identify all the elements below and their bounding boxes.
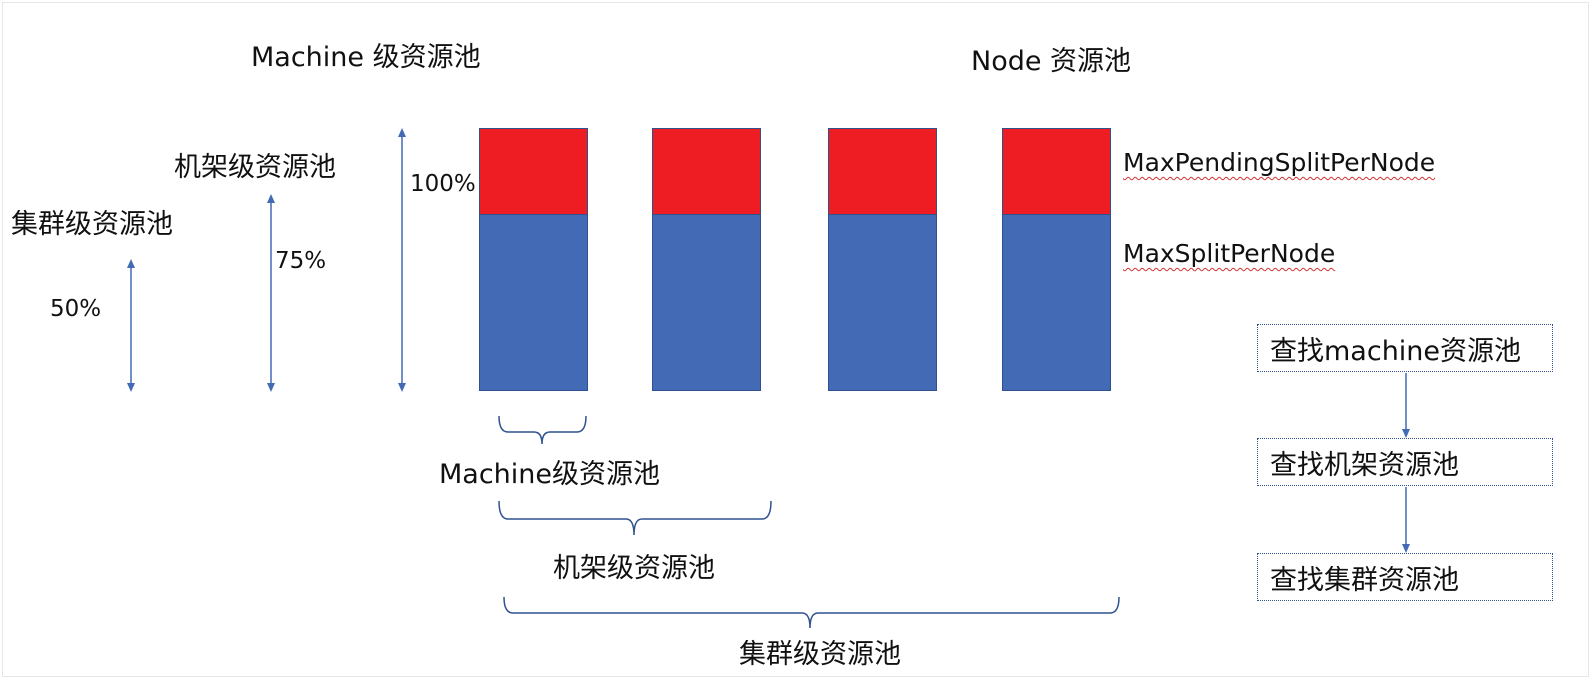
machine-bracket-label: Machine级资源池	[439, 459, 661, 490]
cluster-brace	[503, 596, 1120, 629]
split-segment	[480, 215, 587, 390]
node-pool-title: Node 资源池	[971, 46, 1132, 77]
percent-100-label: 100%	[410, 171, 476, 197]
percent-50-label: 50%	[50, 296, 102, 322]
pending-segment	[480, 129, 587, 215]
node-bar-2	[652, 128, 761, 391]
cluster-bracket-label: 集群级资源池	[739, 639, 901, 670]
node-bar-1	[479, 128, 588, 391]
flow-step-cluster: 查找集群资源池	[1257, 553, 1553, 601]
rack-brace	[498, 500, 772, 536]
max-pending-split-label: MaxPendingSplitPerNode	[1123, 148, 1436, 177]
flow-step-rack: 查找机架资源池	[1257, 438, 1553, 486]
flow-step-label: 查找machine资源池	[1270, 335, 1522, 367]
pending-segment	[829, 129, 936, 215]
rack-bracket-label: 机架级资源池	[553, 553, 715, 584]
flow-step-label: 查找机架资源池	[1270, 449, 1459, 481]
percent-75-label: 75%	[275, 248, 327, 274]
split-segment	[829, 215, 936, 390]
node-bar-4	[1002, 128, 1111, 391]
flow-step-label: 查找集群资源池	[1270, 564, 1459, 596]
machine-pool-title: Machine 级资源池	[251, 42, 481, 73]
cluster-pool-label: 集群级资源池	[11, 209, 173, 240]
split-segment	[653, 215, 760, 390]
flow-step-machine: 查找machine资源池	[1257, 324, 1553, 372]
rack-pool-label: 机架级资源池	[174, 152, 336, 183]
node-bar-3	[828, 128, 937, 391]
split-segment	[1003, 215, 1110, 390]
pending-segment	[653, 129, 760, 215]
pending-segment	[1003, 129, 1110, 215]
machine-brace	[498, 415, 587, 445]
max-split-label: MaxSplitPerNode	[1123, 239, 1336, 268]
